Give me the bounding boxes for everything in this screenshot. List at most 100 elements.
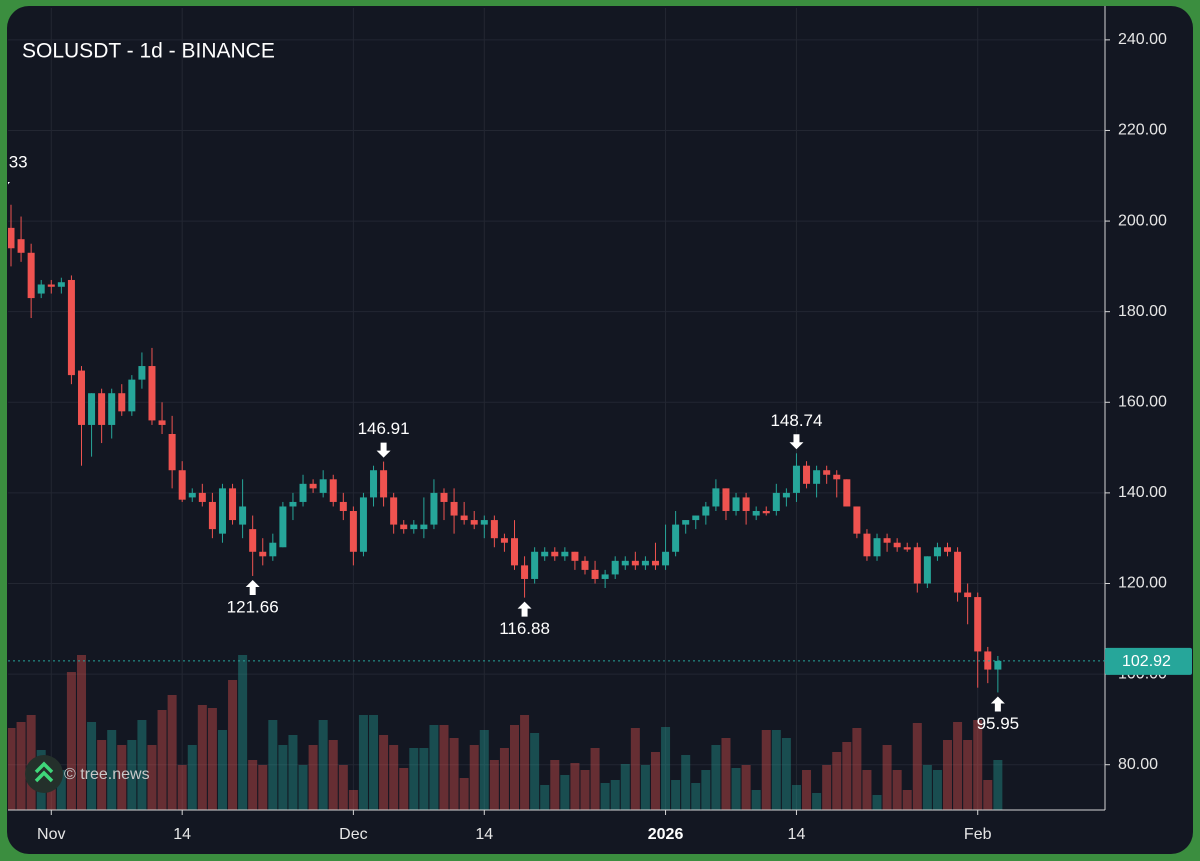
last-price-label: 102.92 — [1122, 653, 1171, 670]
volume-bar — [842, 742, 852, 810]
axes: 80.00100.00120.00140.00160.00180.00200.0… — [37, 31, 1167, 843]
volume-bar — [701, 770, 711, 810]
candle-body — [682, 520, 690, 525]
candle-body — [77, 370, 85, 425]
watermark-text: © tree.news — [64, 766, 150, 783]
candle-body — [772, 492, 780, 512]
volume-bar — [560, 775, 570, 810]
x-tick-label: 14 — [475, 826, 493, 843]
candle-body — [269, 542, 277, 557]
volume-bar — [399, 768, 409, 810]
volume-bar — [882, 745, 892, 810]
volume-bar — [409, 748, 419, 810]
x-tick-label: 14 — [173, 826, 191, 843]
volume-bar — [943, 740, 953, 810]
volume-bar — [640, 765, 650, 810]
candle-body — [148, 366, 156, 421]
x-tick-label: 2026 — [648, 826, 684, 843]
last-price-box — [1105, 647, 1192, 675]
volume-bar — [469, 745, 479, 810]
candle-body — [964, 592, 972, 598]
candle-body — [229, 488, 237, 521]
volume-bar — [812, 793, 822, 810]
annotation-arrow — [376, 442, 391, 458]
candle-body — [370, 470, 378, 498]
volume-bar — [993, 760, 1003, 810]
candle-body — [611, 560, 619, 575]
volume-bar — [308, 745, 318, 810]
volume-bar — [731, 768, 741, 810]
volume-bar — [791, 785, 801, 810]
volume-bar — [439, 725, 449, 810]
volume-bar — [76, 655, 86, 810]
volume-bar — [157, 710, 167, 810]
candle-body — [239, 506, 247, 525]
volume-bar — [822, 765, 832, 810]
candle-body — [480, 520, 488, 525]
candle-body — [853, 506, 861, 534]
candle-body — [27, 252, 35, 299]
volume-bar — [520, 715, 530, 810]
candle-body — [309, 483, 317, 489]
low-label: 95.95 — [977, 714, 1020, 733]
candle-body — [893, 542, 901, 548]
candle-body — [178, 470, 186, 500]
x-tick-label: Feb — [964, 826, 992, 843]
volume-bar — [781, 738, 791, 810]
candle-body — [933, 547, 941, 557]
volume-bar — [620, 764, 630, 810]
candle-body — [873, 538, 881, 557]
candle-body — [329, 479, 337, 502]
candle-body — [803, 465, 811, 484]
volume-bar — [238, 655, 248, 810]
candle-body — [782, 492, 790, 498]
volume-bar — [499, 748, 509, 810]
candle-body — [551, 551, 559, 557]
volume-bar — [963, 740, 973, 810]
candle-body — [460, 515, 468, 521]
y-tick-label: 80.00 — [1118, 756, 1158, 773]
candle-body — [692, 515, 700, 521]
candle-body — [651, 560, 659, 566]
candle-body — [521, 565, 529, 579]
candle-body — [430, 492, 438, 525]
candle-body — [712, 488, 720, 507]
volume-bar — [318, 720, 328, 810]
volume-bar — [741, 765, 751, 810]
candle-body — [581, 560, 589, 570]
watermark-icon — [34, 761, 54, 783]
candle-body — [631, 560, 639, 566]
volume-bar — [8, 728, 16, 810]
candle-body — [490, 520, 498, 539]
volume-bar — [681, 755, 691, 810]
candle-body — [561, 551, 569, 557]
volume-bar — [268, 720, 278, 810]
chart-title: SOLUSDT - 1d - BINANCE — [22, 40, 275, 63]
volume-bar — [922, 765, 932, 810]
volume-bar — [661, 727, 671, 810]
volume-bar — [107, 730, 117, 810]
candle-body — [218, 488, 226, 534]
candle-body — [400, 524, 408, 530]
volume-bar — [419, 748, 429, 810]
candle-body — [57, 282, 65, 287]
volume-bar — [369, 715, 379, 810]
candle-body — [359, 497, 367, 552]
annotation-arrow — [789, 434, 804, 450]
volume-bar — [540, 785, 550, 810]
volume-bar — [600, 783, 610, 810]
volume-bar — [127, 740, 137, 810]
candle-body — [903, 547, 911, 550]
volume-bar — [97, 740, 107, 810]
candle-body — [279, 506, 287, 548]
candle-body — [17, 239, 25, 253]
volume-bar — [721, 738, 731, 810]
candle-body — [500, 538, 508, 543]
low-label: 116.88 — [499, 619, 550, 638]
candle-body — [591, 569, 599, 579]
volume-bar — [932, 770, 942, 810]
volume-bar — [248, 760, 258, 810]
y-tick-label: 120.00 — [1118, 575, 1167, 592]
volume-bar — [167, 695, 177, 810]
candle-body — [339, 501, 347, 512]
